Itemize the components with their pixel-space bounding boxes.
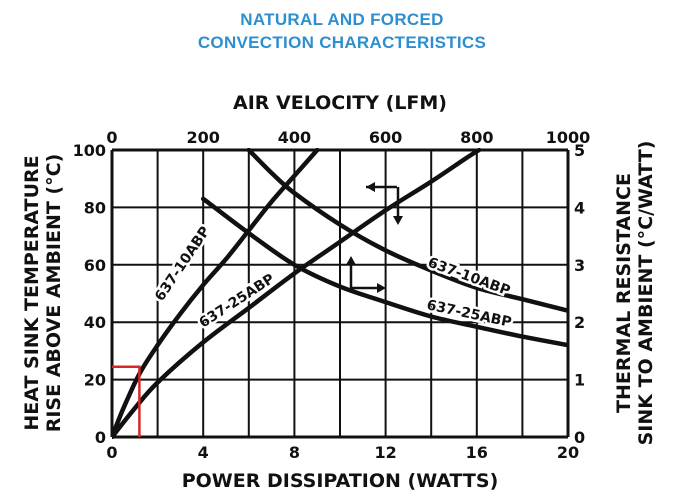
x-top-tick-label: 800 — [460, 128, 493, 147]
y-left-axis-label-line-2: RISE ABOVE AMBIENT (°C) — [43, 154, 65, 433]
x-bottom-tick-label: 12 — [374, 443, 396, 462]
y-right-tick-label: 2 — [574, 313, 585, 332]
highlight-reading-lines — [112, 365, 141, 437]
y-right-tick-label: 1 — [574, 371, 585, 390]
y-right-tick-label: 5 — [574, 141, 585, 160]
y-right-tick-label: 4 — [574, 198, 585, 217]
arrow-head — [377, 283, 386, 293]
arrow-head — [393, 216, 403, 225]
y-left-axis-label-line-1: HEAT SINK TEMPERATURE — [21, 155, 43, 430]
series-637-25abp-temperature-curve — [112, 148, 482, 439]
arrow-down-icon — [393, 187, 403, 225]
series-637-25abp-resistance-curve — [200, 196, 568, 348]
y-right-tick-label: 3 — [574, 256, 585, 275]
x-bottom-tick-label: 0 — [106, 443, 117, 462]
chart-title-line-2: CONVECTION CHARACTERISTICS — [197, 33, 487, 52]
y-right-tick-label: 0 — [574, 428, 585, 447]
y-left-tick-label: 100 — [73, 141, 106, 160]
y-left-tick-label: 80 — [84, 198, 106, 217]
x-bottom-tick-label: 8 — [289, 443, 300, 462]
arrow-left-icon — [366, 182, 397, 192]
y-right-axis-label-line-1: THERMAL RESISTANCE — [613, 173, 635, 413]
y-left-tick-label: 0 — [95, 428, 106, 447]
arrow-up-icon — [346, 256, 356, 291]
y-left-tick-label: 40 — [84, 313, 106, 332]
arrow-right-icon — [351, 283, 386, 293]
x-top-axis-label: AIR VELOCITY (LFM) — [233, 92, 447, 114]
x-top-tick-label: 1000 — [546, 128, 591, 147]
x-bottom-tick-label: 16 — [466, 443, 488, 462]
arrow-head — [346, 256, 356, 265]
x-top-tick-label: 200 — [186, 128, 219, 147]
y-left-tick-label: 60 — [84, 256, 106, 275]
x-bottom-axis-label: POWER DISSIPATION (WATTS) — [182, 470, 499, 492]
x-top-tick-label: 400 — [278, 128, 311, 147]
x-bottom-tick-label: 20 — [557, 443, 579, 462]
series-637-10abp-temperature-curve — [112, 148, 320, 439]
series-label-637-10abp-resistance: 637-10ABP — [426, 255, 513, 300]
x-bottom-tick-label: 4 — [198, 443, 209, 462]
chart-title-line-1: NATURAL AND FORCED — [240, 10, 444, 29]
y-left-tick-label: 20 — [84, 371, 106, 390]
y-right-axis-label-line-2: SINK TO AMBIENT (°C/WATT) — [635, 141, 657, 446]
series-637-10abp-resistance-curve — [246, 148, 568, 313]
arrow-head — [366, 182, 375, 192]
x-top-tick-label: 600 — [369, 128, 402, 147]
x-top-tick-label: 0 — [106, 128, 117, 147]
